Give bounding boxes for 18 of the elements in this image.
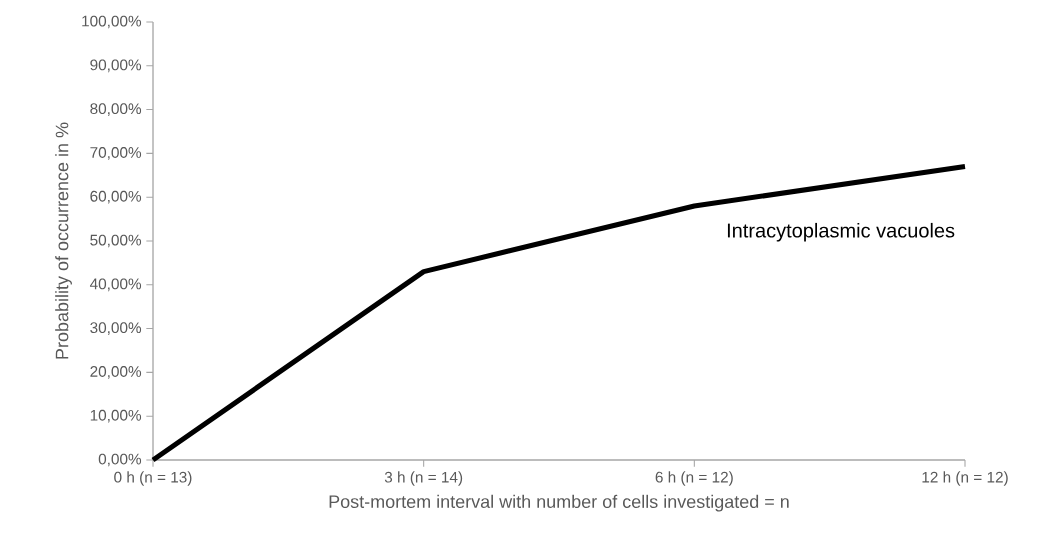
y-tick-label: 100,00%	[82, 15, 142, 29]
y-tick-label: 0,00%	[98, 453, 142, 467]
x-tick-label: 3 h (n = 14)	[384, 471, 463, 486]
y-tick-label: 90,00%	[90, 59, 142, 73]
x-tick-label: 6 h (n = 12)	[655, 471, 733, 486]
y-tick-label: 30,00%	[90, 322, 142, 335]
y-tick-label: 80,00%	[90, 103, 142, 116]
y-tick-label: 60,00%	[90, 190, 142, 204]
series-label: Intracytoplasmic vacuoles	[727, 222, 955, 242]
y-tick-label: 50,00%	[90, 234, 142, 248]
x-axis-title: Post-mortem interval with number of cells investigated = n	[329, 494, 789, 512]
y-tick-label: 20,00%	[90, 366, 142, 379]
y-tick-label: 10,00%	[90, 409, 142, 423]
x-tick-label: 12 h (n = 12)	[922, 471, 1008, 486]
x-tick-label: 0 h (n = 13)	[114, 471, 192, 486]
y-tick-label: 40,00%	[89, 278, 142, 292]
y-axis-title: Probability of occurrence in %	[55, 122, 72, 359]
y-tick-label: 70,00%	[90, 147, 142, 160]
